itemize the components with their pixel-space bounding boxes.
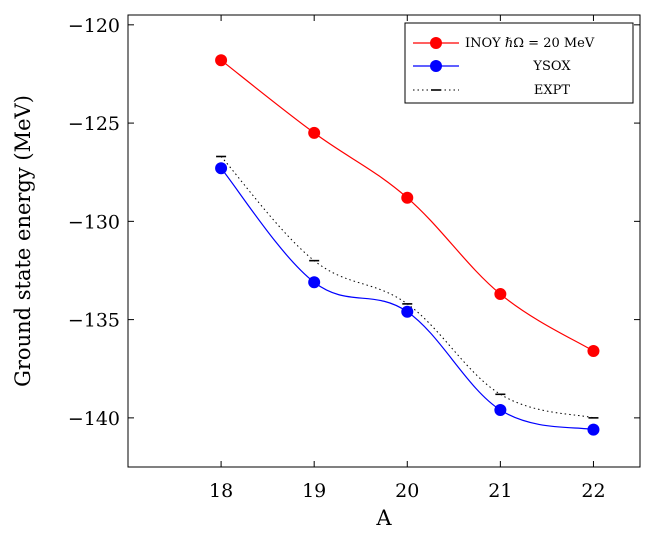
legend: INOY ℏΩ = 20 MeV YSOX EXPT: [404, 22, 634, 104]
x-tick-label: 22: [581, 480, 605, 502]
legend-box: [404, 22, 634, 104]
series-point-1: [494, 404, 507, 417]
legend-marker-inoy: [430, 37, 442, 49]
x-axis-label: A: [375, 506, 392, 530]
series-point-1: [215, 162, 228, 175]
series-point-0: [587, 345, 600, 358]
x-tick-label: 18: [209, 480, 233, 502]
legend-label-ysox: YSOX: [532, 59, 571, 74]
y-axis-label: Ground state energy (MeV): [11, 95, 35, 387]
plot-area-frame: [127, 14, 641, 468]
y-tick-label: −135: [68, 310, 120, 332]
x-tick-label: 19: [302, 480, 326, 502]
legend-label-expt: EXPT: [534, 83, 570, 98]
series-point-1: [587, 423, 600, 436]
series-point-0: [401, 191, 414, 204]
series-point-0: [308, 126, 321, 139]
y-tick-label: −140: [68, 408, 120, 430]
legend-label-inoy: INOY ℏΩ = 20 MeV: [465, 36, 595, 51]
x-tick-label: 21: [488, 480, 512, 502]
y-tick-label: −120: [68, 15, 120, 37]
y-tick-label: −125: [68, 113, 120, 135]
legend-marker-ysox: [430, 60, 442, 72]
series-point-1: [401, 305, 414, 318]
x-tick-label: 20: [395, 480, 419, 502]
y-axis: −120 −125 −130 −135 −140: [68, 15, 640, 430]
series-point-1: [308, 276, 321, 289]
series-point-0: [215, 54, 228, 67]
y-tick-label: −130: [68, 211, 120, 233]
series-line-1: [220, 167, 594, 431]
series-point-0: [494, 288, 507, 301]
x-axis: 18 19 20 21 22: [209, 15, 606, 502]
series-layer: [215, 54, 600, 436]
